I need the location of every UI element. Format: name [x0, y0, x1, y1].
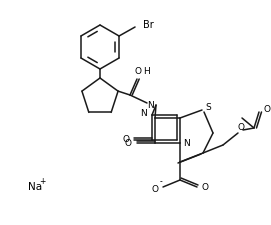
Text: -: -	[160, 178, 162, 187]
Text: +: +	[39, 176, 45, 185]
Text: O: O	[122, 135, 130, 144]
Text: O: O	[124, 139, 131, 148]
Text: O: O	[263, 106, 270, 115]
Text: N: N	[140, 110, 147, 119]
Text: H: H	[143, 68, 149, 76]
Text: S: S	[205, 104, 211, 112]
Text: N: N	[148, 101, 154, 110]
Text: Na: Na	[28, 182, 42, 192]
Text: N: N	[184, 139, 190, 148]
Text: O: O	[151, 184, 159, 194]
Text: Br: Br	[143, 20, 153, 30]
Text: O: O	[134, 68, 141, 76]
Text: O: O	[237, 124, 244, 133]
Text: O: O	[202, 182, 208, 191]
